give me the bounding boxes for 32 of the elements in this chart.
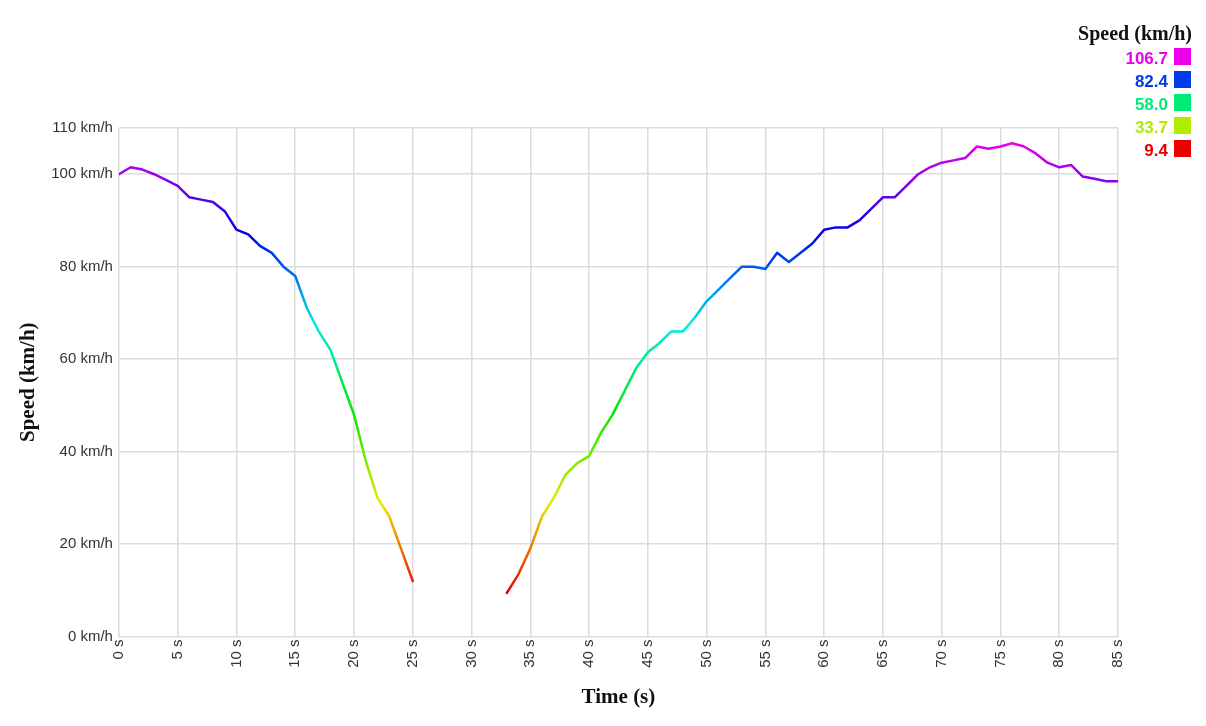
y-tick-label: 0 km/h xyxy=(67,626,113,644)
x-tick-label: 5 s xyxy=(167,639,185,660)
y-tick-label: 60 km/h xyxy=(59,349,113,367)
x-tick-label: 10 s xyxy=(226,639,244,668)
color-bar-label: 82.4 xyxy=(1134,72,1169,91)
x-tick-label: 65 s xyxy=(873,639,891,668)
x-tick-label: 60 s xyxy=(814,639,832,668)
color-bar-label: 9.4 xyxy=(1144,141,1169,160)
x-tick-label: 35 s xyxy=(520,639,538,668)
y-tick-label: 110 km/h xyxy=(52,118,113,136)
x-tick-label: 80 s xyxy=(1049,639,1067,668)
x-tick-label: 70 s xyxy=(931,639,949,668)
x-tick-label: 15 s xyxy=(285,639,303,668)
x-tick-label: 25 s xyxy=(402,639,420,668)
y-axis-title: Speed (km/h) xyxy=(15,322,40,443)
y-tick-label: 20 km/h xyxy=(59,534,113,552)
x-tick-label: 50 s xyxy=(696,639,714,668)
x-tick-label: 20 s xyxy=(344,639,362,668)
y-tick-label: 100 km/h xyxy=(51,164,113,182)
x-axis-title: Time (s) xyxy=(581,683,656,708)
x-tick-label: 55 s xyxy=(755,639,773,668)
x-tick-label: 30 s xyxy=(461,639,479,668)
color-bar-title: Speed (km/h) xyxy=(1078,22,1192,45)
color-bar-label: 106.7 xyxy=(1125,49,1168,68)
x-tick-label: 85 s xyxy=(1108,639,1126,668)
color-bar-label: 33.7 xyxy=(1134,118,1168,137)
y-tick-label: 80 km/h xyxy=(59,256,113,274)
x-tick-label: 75 s xyxy=(990,639,1008,668)
y-tick-label: 40 km/h xyxy=(59,441,113,459)
x-tick-label: 40 s xyxy=(579,639,597,668)
x-tick-label: 45 s xyxy=(637,639,655,668)
color-bar-label: 58.0 xyxy=(1134,95,1168,114)
